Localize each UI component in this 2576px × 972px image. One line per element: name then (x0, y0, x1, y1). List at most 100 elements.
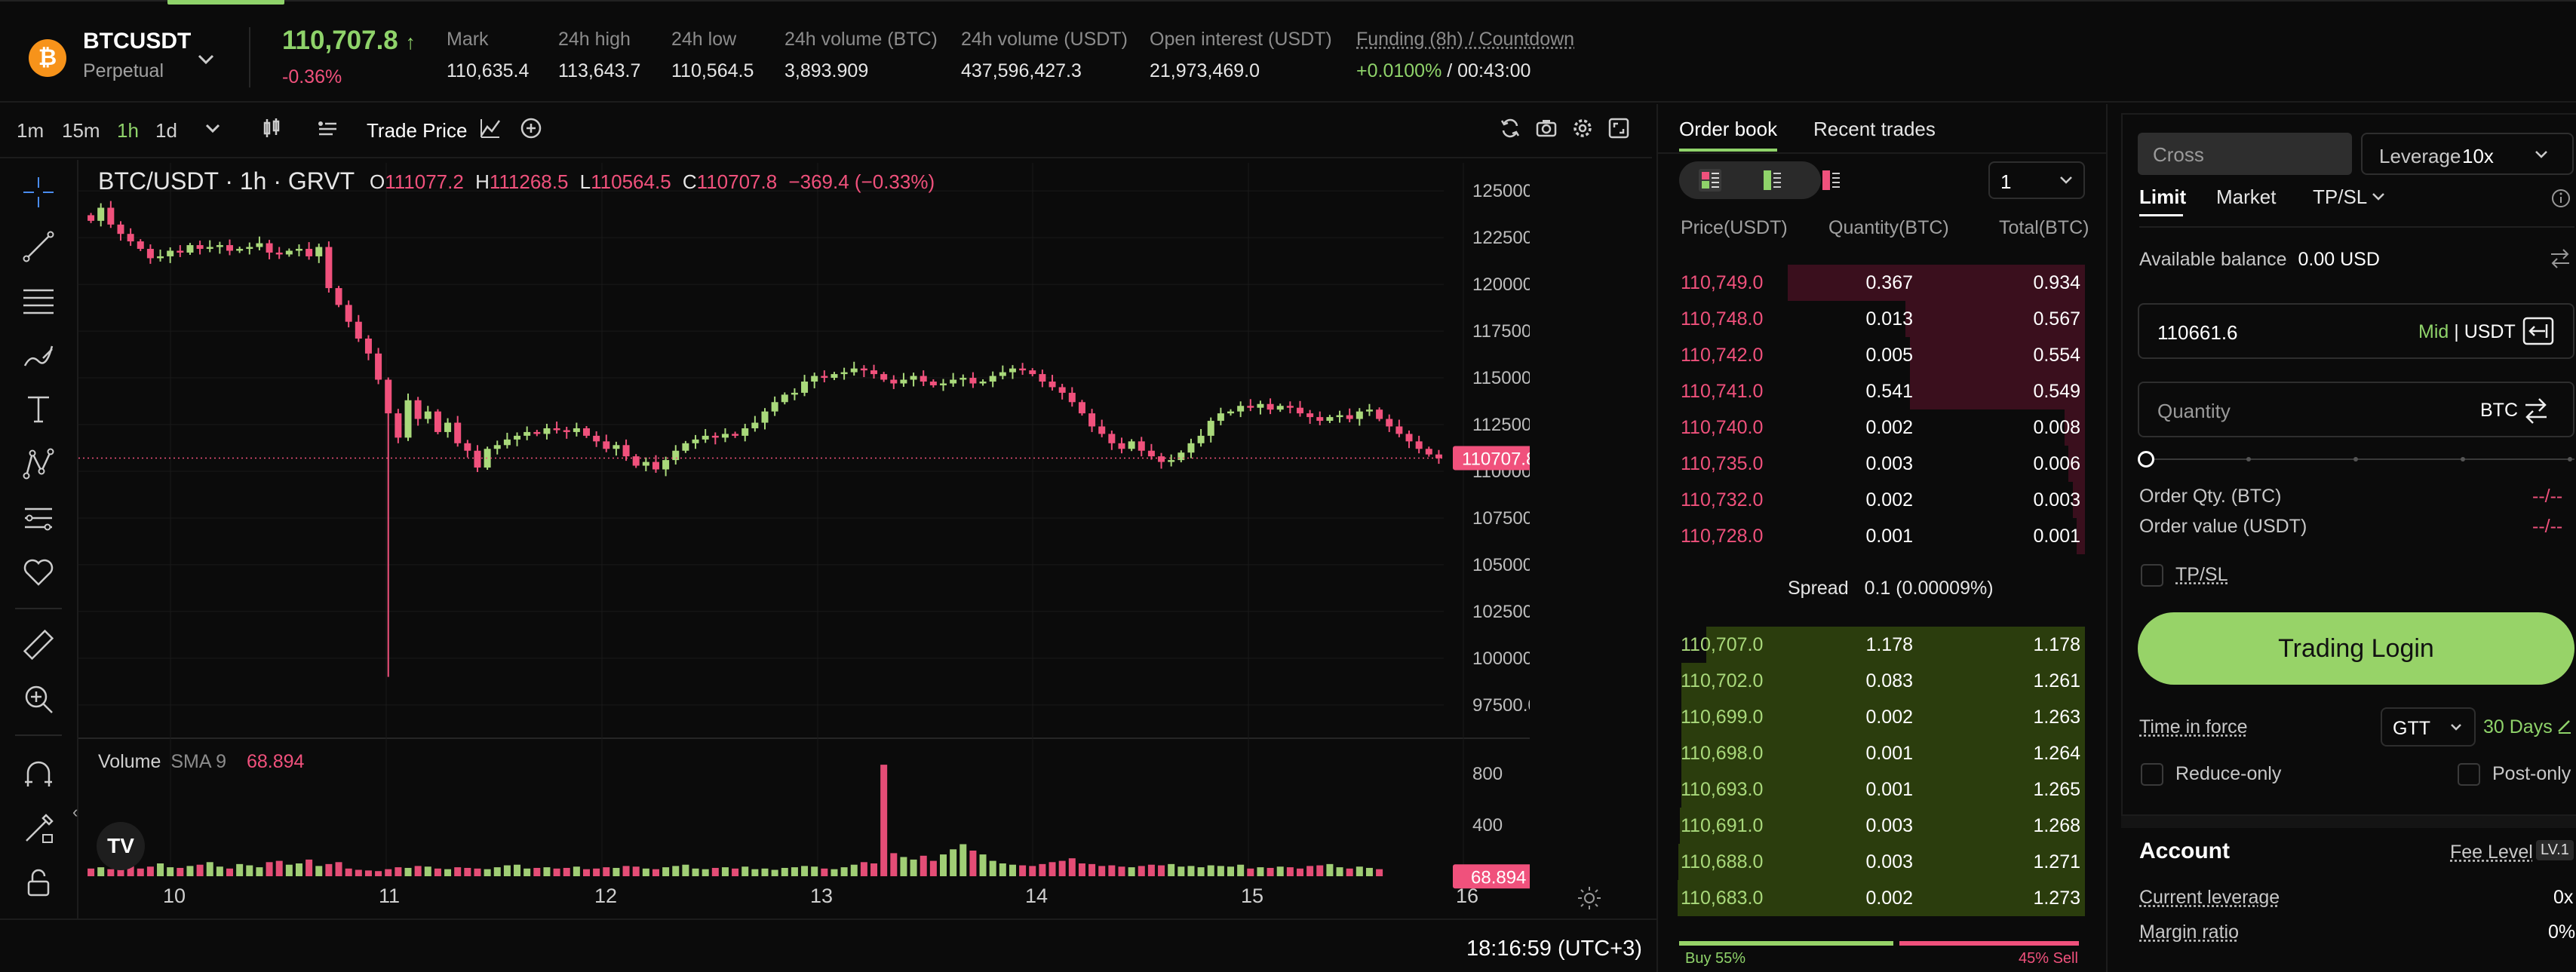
ask-row[interactable]: 110,728.0 0.001 0.001 (1678, 518, 2085, 554)
volume-bar (702, 869, 709, 876)
fullscreen-icon[interactable] (1604, 113, 1634, 143)
bid-row[interactable]: 110,693.0 0.001 1.265 (1678, 771, 2085, 808)
trade-price-selector[interactable]: Trade Price (367, 119, 468, 142)
quantity-slider-handle[interactable] (2138, 451, 2154, 468)
indicators-list-icon[interactable] (312, 113, 342, 143)
magnet-icon[interactable] (17, 753, 60, 796)
bid-row[interactable]: 110,707.0 1.178 1.178 (1678, 627, 2085, 663)
swap-unit-icon[interactable] (2521, 397, 2551, 429)
info-icon[interactable] (2551, 189, 2571, 212)
tab-recent-trades[interactable]: Recent trades (1813, 118, 1936, 140)
candle-body (791, 392, 798, 395)
volume-bar (989, 860, 996, 876)
reduce-only-checkbox[interactable] (2141, 763, 2163, 786)
ohlc-c-label: C (682, 170, 697, 193)
ask-row[interactable]: 110,740.0 0.002 0.008 (1678, 409, 2085, 446)
trend-line-icon[interactable] (17, 225, 60, 268)
symbol-name[interactable]: BTCUSDT (83, 29, 192, 54)
tradingview-logo[interactable]: TV (97, 822, 145, 870)
tpsl-checkbox-label[interactable]: TP/SL (2175, 564, 2228, 585)
price-chart[interactable]: 125000.0 122500.0 120000.0 117500.0 115000.0… (78, 160, 1555, 918)
horizontal-lines-icon[interactable] (17, 279, 60, 323)
bid-row[interactable]: 110,702.0 0.083 1.261 (1678, 663, 2085, 699)
bid-price: 110,691.0 (1681, 815, 1764, 836)
ask-row[interactable]: 110,735.0 0.003 0.006 (1678, 446, 2085, 482)
edit-icon[interactable] (2556, 716, 2574, 738)
chart-line-icon[interactable] (475, 113, 505, 143)
brush-icon[interactable] (17, 333, 60, 377)
chevron-down-icon[interactable] (198, 113, 228, 143)
margin-mode-select[interactable]: Cross (2138, 133, 2352, 175)
interval-1m[interactable]: 1m (17, 119, 45, 142)
volume-bar (1336, 867, 1343, 876)
add-indicator-icon[interactable] (516, 113, 546, 143)
draw-lock-icon[interactable] (17, 807, 60, 851)
sun-icon[interactable] (1577, 885, 1602, 915)
post-only-checkbox[interactable] (2458, 763, 2480, 786)
reduce-only-label[interactable]: Reduce-only (2175, 763, 2282, 784)
refresh-icon[interactable] (1495, 113, 1525, 143)
interval-1h[interactable]: 1h (117, 119, 139, 142)
price-tick: 105000.0 (1472, 555, 1530, 575)
bid-row[interactable]: 110,683.0 0.002 1.273 (1678, 880, 2085, 916)
chart-canvas[interactable]: 125000.0 122500.0 120000.0 117500.0 115000.0… (78, 160, 1555, 918)
interval-15m[interactable]: 15m (62, 119, 100, 142)
price-change-pct: -0.36% (282, 66, 342, 87)
ask-total: 0.008 (2033, 417, 2080, 438)
tpsl-checkbox[interactable] (2141, 564, 2163, 587)
price-unit: USDT (2464, 321, 2516, 342)
ask-row[interactable]: 110,748.0 0.013 0.567 (1678, 301, 2085, 337)
interval-1d[interactable]: 1d (155, 119, 177, 142)
crosshair-icon[interactable] (17, 170, 60, 214)
ask-row[interactable]: 110,732.0 0.002 0.003 (1678, 482, 2085, 518)
prediction-tool-icon[interactable] (17, 496, 60, 540)
quantity-input[interactable]: Quantity BTC (2138, 382, 2574, 437)
current-price-tag: 110707.8 (1462, 449, 1530, 469)
gear-icon[interactable] (1567, 113, 1598, 143)
candlestick-type-icon[interactable] (256, 113, 287, 143)
heart-icon[interactable] (17, 550, 60, 594)
price-input[interactable]: 110661.6 Mid | USDT (2138, 303, 2574, 359)
tab-order-book[interactable]: Order book (1679, 118, 1778, 152)
book-bids-icon[interactable] (1759, 167, 1785, 197)
funding-label[interactable]: Funding (8h) / Countdown (1356, 29, 1575, 50)
lock-icon[interactable] (17, 861, 60, 905)
chevron-down-icon[interactable] (2372, 192, 2385, 205)
bid-row[interactable]: 110,688.0 0.003 1.271 (1678, 844, 2085, 880)
bid-row[interactable]: 110,698.0 0.001 1.264 (1678, 735, 2085, 771)
ruler-icon[interactable] (17, 623, 60, 667)
tab-market[interactable]: Market (2216, 186, 2277, 208)
mid-button[interactable]: Mid (2418, 321, 2449, 342)
volume-bar (167, 867, 174, 876)
ask-row[interactable]: 110,749.0 0.367 0.934 (1678, 265, 2085, 301)
volume-bar (999, 863, 1006, 876)
chevron-down-icon[interactable] (198, 47, 214, 70)
camera-icon[interactable] (1531, 113, 1561, 143)
time-in-force-select[interactable]: GTT (2381, 707, 2476, 747)
clock[interactable]: 18:16:59 (UTC+3) (1466, 937, 1642, 961)
volume-bar (355, 869, 362, 876)
volume-bar (1267, 867, 1274, 876)
bid-row[interactable]: 110,691.0 0.003 1.268 (1678, 808, 2085, 844)
precision-select[interactable]: 1 (1988, 161, 2085, 199)
available-value: 0.00 USD (2298, 249, 2380, 270)
pattern-tool-icon[interactable] (17, 442, 60, 486)
tif-days[interactable]: 30 Days (2483, 716, 2553, 737)
tab-limit[interactable]: Limit (2139, 186, 2187, 208)
ask-row[interactable]: 110,742.0 0.005 0.554 (1678, 337, 2085, 373)
bid-row[interactable]: 110,699.0 0.002 1.263 (1678, 699, 2085, 735)
leverage-select[interactable]: Leverage 10x (2361, 133, 2574, 175)
tab-divider (2139, 226, 2574, 228)
zoom-in-icon[interactable] (17, 677, 60, 721)
trading-login-button[interactable]: Trading Login (2138, 612, 2574, 685)
transfer-icon[interactable] (2548, 247, 2572, 274)
ask-row[interactable]: 110,741.0 0.541 0.549 (1678, 373, 2085, 409)
tab-tpsl[interactable]: TP/SL (2313, 186, 2368, 208)
post-only-label[interactable]: Post-only (2492, 763, 2571, 784)
book-asks-icon[interactable] (1818, 167, 1844, 197)
collapse-toolbar-icon[interactable]: ‹ (72, 802, 78, 821)
text-tool-icon[interactable] (17, 388, 60, 431)
candle-body (107, 207, 115, 225)
price-action-icon[interactable] (2522, 317, 2554, 349)
book-both-icon[interactable] (1697, 167, 1723, 197)
